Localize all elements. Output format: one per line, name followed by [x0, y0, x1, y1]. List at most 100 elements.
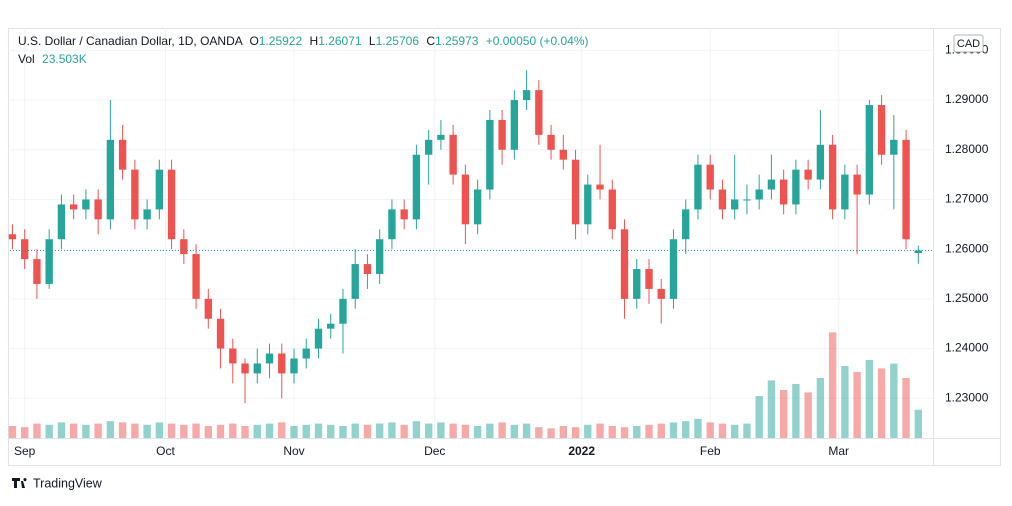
candle-body: [559, 149, 567, 160]
volume-bar: [339, 426, 347, 438]
candle-body: [914, 250, 922, 254]
candle-body: [143, 209, 151, 220]
volume-bar: [106, 421, 115, 438]
candle-body: [339, 298, 347, 324]
volume-bar: [290, 426, 298, 438]
volume-bar: [21, 427, 29, 438]
brand-name[interactable]: TradingView: [33, 476, 103, 490]
candle-body: [412, 154, 421, 220]
volume-bar: [229, 423, 237, 438]
chart-frame: [8, 28, 1001, 466]
tradingview-logo[interactable]: TradingView: [12, 476, 103, 490]
candle-body: [241, 363, 249, 374]
candle-body: [608, 189, 616, 230]
volume-bar: [363, 424, 372, 438]
volume-bar: [804, 392, 812, 438]
candle-body: [792, 169, 800, 205]
volume-legend-label: Vol: [18, 52, 35, 66]
volume-bar: [792, 384, 800, 438]
volume-bar: [400, 424, 408, 438]
candle-body: [229, 348, 237, 364]
volume-bar: [547, 428, 555, 438]
candle-body: [351, 264, 359, 299]
candle-body: [767, 179, 776, 190]
candle-body: [865, 105, 874, 195]
candle-body: [8, 234, 17, 240]
legend-h: H: [310, 34, 319, 48]
y-tick-label: 1.25000: [945, 291, 989, 305]
x-tick-label: 2022: [568, 444, 595, 458]
y-tick-label: 1.27000: [945, 192, 989, 206]
currency-label[interactable]: CAD: [957, 38, 980, 50]
volume-bar: [535, 427, 543, 438]
candle-body: [706, 164, 714, 190]
candle-body: [853, 174, 861, 195]
volume-bar: [155, 422, 164, 438]
volume-bar: [510, 424, 519, 438]
candle-body: [216, 318, 225, 349]
volume-bar: [633, 426, 641, 438]
candle-body: [669, 239, 678, 299]
candle-body: [486, 119, 494, 190]
currency-badge[interactable]: [953, 34, 984, 53]
volume-bar: [743, 423, 751, 438]
volume-bar: [69, 423, 78, 438]
x-tick-label: Mar: [828, 444, 849, 458]
candle-body: [743, 199, 751, 201]
volume-bar: [779, 390, 788, 438]
volume-bar: [57, 422, 66, 438]
candle-body: [890, 139, 898, 155]
candle-body: [755, 189, 763, 200]
volume-bar: [498, 422, 506, 438]
volume-bar: [902, 378, 910, 438]
candle-body: [510, 100, 519, 150]
candle-body: [106, 139, 115, 220]
x-tick-label: Oct: [156, 444, 175, 458]
candle-body: [33, 259, 41, 284]
volume-bar: [767, 380, 776, 438]
y-tick-label: 1.23000: [945, 390, 989, 404]
volume-bar: [828, 332, 837, 438]
candle-body: [828, 144, 837, 210]
volume-bar: [755, 396, 763, 438]
volume-bar: [571, 427, 580, 438]
volume-bar: [376, 423, 384, 438]
candle-body: [265, 353, 274, 364]
candle-body: [180, 239, 188, 255]
candle-body: [302, 348, 310, 359]
candle-body: [547, 134, 555, 150]
volume-bar: [82, 424, 90, 438]
candle-body: [388, 209, 396, 240]
candle-body: [877, 105, 886, 155]
volume-bar: [241, 426, 249, 438]
volume-bar: [314, 423, 323, 438]
volume-bar: [596, 423, 604, 438]
volume-bar: [669, 422, 678, 438]
volume-bar: [657, 423, 665, 438]
legend-close: 1.25973: [435, 34, 479, 48]
candle-body: [694, 164, 702, 210]
candle-body: [400, 209, 408, 220]
volume-bar: [816, 378, 825, 438]
candle-body: [718, 189, 727, 210]
volume-bar: [522, 423, 531, 438]
candle-body: [45, 239, 53, 284]
candle-body: [204, 298, 212, 319]
volume-bar: [473, 426, 482, 438]
y-tick-label: 1.26000: [945, 241, 989, 255]
volume-bar: [877, 368, 886, 438]
volume-bar: [706, 422, 714, 438]
volume-bar: [731, 424, 739, 438]
candle-body: [57, 204, 66, 240]
volume-bar: [388, 422, 396, 438]
volume-bar: [559, 426, 567, 438]
volume-bar: [682, 421, 690, 438]
candle-body: [571, 159, 580, 225]
candle-body: [902, 139, 910, 240]
volume-bar: [865, 360, 874, 438]
candle-body: [584, 184, 592, 225]
legend-o: O: [249, 34, 258, 48]
candle-body: [841, 174, 849, 210]
